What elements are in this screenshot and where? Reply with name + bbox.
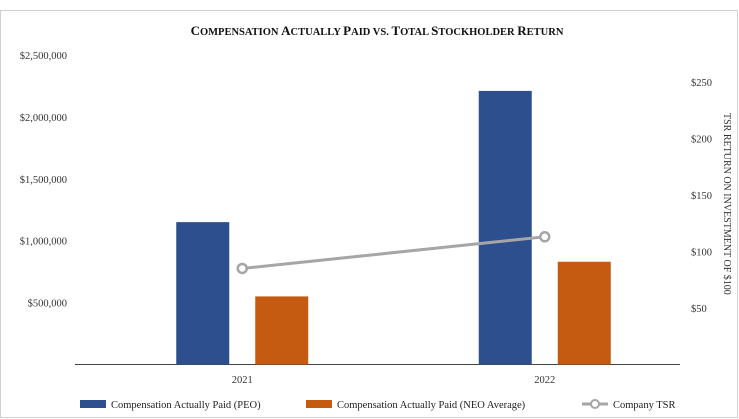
chart-title-part: S — [431, 23, 438, 38]
legend-swatch-marker — [590, 399, 600, 409]
chart-title-part: ETURN — [527, 27, 564, 38]
right-axis-tick-label: $200 — [691, 135, 712, 146]
left-axis-tick-label: $1,000,000 — [20, 237, 67, 248]
legend-label: Compensation Actually Paid (PEO) — [111, 400, 261, 411]
tsr-point-2021 — [236, 262, 248, 275]
bars-group — [176, 90, 611, 365]
x-axis-tick-label: 2022 — [534, 375, 555, 386]
chart-title-part: OMPENSATION — [200, 27, 281, 38]
right-axis-title: TSR RETURN ON INVESTMENT OF $100 — [721, 113, 732, 295]
left-axis-tick-label: $2,000,000 — [20, 113, 67, 124]
left-axis-tick-label: $2,500,000 — [20, 51, 67, 62]
bar-peo-2021 — [176, 222, 230, 365]
x-axis-tick-label: 2021 — [232, 375, 253, 386]
tsr-point-2022 — [539, 231, 551, 243]
chart-title-part: R — [517, 23, 527, 38]
bar-neo-average-2021 — [255, 296, 309, 365]
tsr-line-group — [236, 231, 551, 275]
right-axis-tick-label: $100 — [691, 248, 712, 259]
legend-swatch — [80, 400, 106, 408]
chart-title-part: P — [343, 23, 351, 38]
chart-title-part: TOCKHOLDER — [438, 27, 517, 38]
chart-title-part: OTAL — [400, 27, 431, 38]
legend-label: Compensation Actually Paid (NEO Average) — [337, 400, 526, 411]
left-axis-tick-label: $1,500,000 — [20, 175, 67, 186]
legend: Compensation Actually Paid (PEO) Compensa… — [80, 399, 676, 411]
chart-title-part: A — [281, 23, 291, 38]
tsr-line — [242, 235, 545, 270]
legend-label: Company TSR — [613, 400, 676, 411]
chart-title-part: C — [191, 23, 200, 38]
right-axis-tick-label: $150 — [691, 191, 712, 202]
right-axis-tick-label: $250 — [691, 78, 712, 89]
chart-border — [0, 10, 738, 418]
right-axis-tick-label: $50 — [691, 304, 707, 315]
legend-swatch — [306, 400, 332, 408]
right-axis: $50 $100 $150 $200 $250 — [691, 78, 712, 315]
bar-neo-average-2022 — [557, 261, 611, 365]
left-axis: $500,000 $1,000,000 $1,500,000 $2,000,000 $2… — [20, 51, 67, 310]
chart-title-part: CTUALLY — [291, 27, 344, 38]
chart-title-part: T — [391, 23, 400, 38]
chart-title-part: AID VS. — [351, 27, 391, 38]
bar-peo-2022 — [478, 90, 532, 365]
left-axis-tick-label: $500,000 — [28, 299, 67, 310]
chart-title: COMPENSATION ACTUALLY PAID VS. TOTAL STO… — [191, 23, 564, 38]
x-axis-tick-labels: 2021 2022 — [232, 375, 556, 386]
